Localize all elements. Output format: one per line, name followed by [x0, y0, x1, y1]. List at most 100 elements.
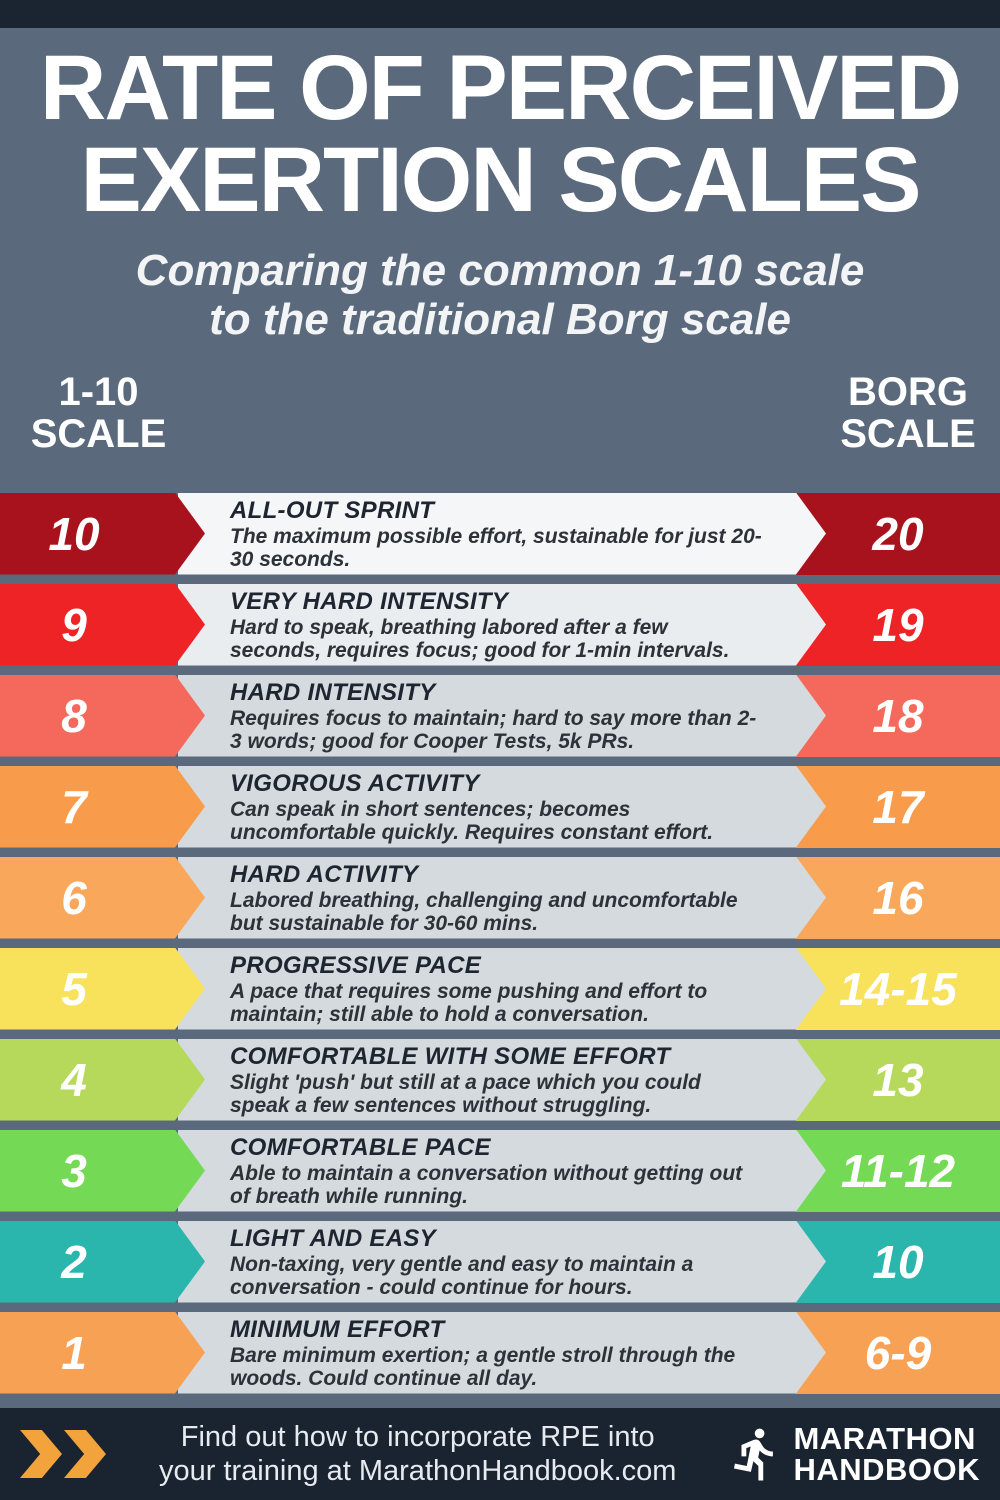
borg-value: 16: [872, 871, 924, 924]
scale-value: 4: [61, 1053, 87, 1106]
borg-value: 6-9: [864, 1326, 932, 1379]
fast-forward-icon: [20, 1430, 108, 1478]
scale-badge: 1: [0, 1312, 205, 1394]
footer-cta-line2: your training at MarathonHandbook.com: [158, 1455, 677, 1487]
row-heading: HARD INTENSITY: [230, 679, 436, 707]
row-description: A pace that requires some pushing and ef…: [230, 979, 708, 1027]
left-scale-header-line1: 1-10: [58, 369, 139, 414]
scale-value: 1: [61, 1326, 87, 1379]
brand-logo: MARATHON HANDBOOK: [727, 1423, 980, 1485]
borg-value: 17: [872, 780, 924, 833]
scale-value: 7: [61, 780, 87, 833]
row-description-band: VERY HARD INTENSITY Hard to speak, breat…: [178, 584, 826, 666]
row-description: Requires focus to maintain; hard to say …: [230, 706, 757, 754]
rpe-row: 9 VERY HARD INTENSITY Hard to speak, bre…: [0, 583, 1000, 666]
column-headers: 1-10 SCALE BORG SCALE: [0, 371, 1000, 457]
chevron-right-icon: [20, 1430, 62, 1478]
borg-badge: 10: [796, 1220, 1000, 1303]
left-scale-header: 1-10 SCALE: [16, 371, 181, 455]
scale-badge: 9: [0, 584, 205, 666]
row-description: Able to maintain a conversation without …: [230, 1161, 743, 1209]
brand-name-line1: MARATHON: [793, 1421, 976, 1456]
row-heading: COMFORTABLE WITH SOME EFFORT: [230, 1043, 671, 1071]
row-heading: LIGHT AND EASY: [230, 1225, 436, 1253]
page-subtitle-line1: Comparing the common 1-10 scale: [135, 246, 865, 295]
scale-value: 2: [61, 1235, 87, 1288]
row-description-band: MINIMUM EFFORT Bare minimum exertion; a …: [178, 1312, 826, 1394]
scale-badge: 5: [0, 948, 205, 1030]
right-scale-header-line1: BORG: [848, 369, 968, 414]
borg-value: 19: [872, 598, 924, 651]
chevron-right-icon: [64, 1430, 106, 1478]
rpe-row: 6 HARD ACTIVITY Labored breathing, chall…: [0, 856, 1000, 939]
borg-value: 20: [872, 507, 924, 560]
scale-value: 9: [61, 598, 87, 651]
row-heading: VIGOROUS ACTIVITY: [230, 770, 480, 798]
borg-badge: 18: [796, 674, 1000, 757]
page-subtitle: Comparing the common 1-10 scale to the t…: [0, 246, 1000, 345]
borg-badge: 6-9: [796, 1311, 1000, 1394]
borg-badge: 16: [796, 856, 1000, 939]
right-scale-header: BORG SCALE: [828, 371, 988, 455]
borg-value: 11-12: [840, 1144, 956, 1197]
rpe-row: 3 COMFORTABLE PACE Able to maintain a co…: [0, 1129, 1000, 1212]
row-description: Hard to speak, breathing labored after a…: [230, 615, 730, 663]
scale-value: 10: [48, 507, 100, 560]
scale-badge: 4: [0, 1039, 205, 1121]
borg-badge: 19: [796, 583, 1000, 666]
row-description: Can speak in short sentences; becomes un…: [230, 797, 714, 845]
left-scale-header-line2: SCALE: [30, 411, 167, 456]
rpe-row: 10 ALL-OUT SPRINT The maximum possible e…: [0, 492, 1000, 575]
right-scale-header-line2: SCALE: [840, 411, 976, 456]
scale-badge: 3: [0, 1130, 205, 1212]
page-title-line2: EXERTION SCALES: [80, 129, 921, 231]
rpe-row: 8 HARD INTENSITY Requires focus to maint…: [0, 674, 1000, 757]
row-description-band: ALL-OUT SPRINT The maximum possible effo…: [178, 493, 826, 575]
scale-badge: 7: [0, 766, 205, 848]
page-title: RATE OF PERCEIVED EXERTION SCALES: [0, 42, 1000, 226]
row-heading: ALL-OUT SPRINT: [230, 497, 435, 525]
row-heading: VERY HARD INTENSITY: [230, 588, 509, 616]
rpe-row: 7 VIGOROUS ACTIVITY Can speak in short s…: [0, 765, 1000, 848]
row-description-band: COMFORTABLE PACE Able to maintain a conv…: [178, 1130, 826, 1212]
scale-badge: 8: [0, 675, 205, 757]
rpe-row: 1 MINIMUM EFFORT Bare minimum exertion; …: [0, 1311, 1000, 1394]
footer-bar: Find out how to incorporate RPE into you…: [0, 1408, 1000, 1500]
brand-name: MARATHON HANDBOOK: [793, 1423, 980, 1485]
page-subtitle-line2: to the traditional Borg scale: [209, 295, 791, 345]
borg-badge: 13: [796, 1038, 1000, 1121]
row-description-band: HARD ACTIVITY Labored breathing, challen…: [178, 857, 826, 939]
borg-value: 14-15: [839, 962, 957, 1015]
rpe-row: 4 COMFORTABLE WITH SOME EFFORT Slight 'p…: [0, 1038, 1000, 1121]
row-description-band: COMFORTABLE WITH SOME EFFORT Slight 'pus…: [178, 1039, 826, 1121]
borg-badge: 11-12: [796, 1129, 1000, 1212]
row-description: Labored breathing, challenging and uncom…: [230, 888, 738, 936]
row-description-band: VIGOROUS ACTIVITY Can speak in short sen…: [178, 766, 826, 848]
scale-badge: 6: [0, 857, 205, 939]
row-heading: PROGRESSIVE PACE: [230, 952, 482, 980]
brand-name-line2: HANDBOOK: [793, 1452, 980, 1487]
scale-value: 5: [61, 962, 87, 1015]
scale-badge: 2: [0, 1221, 205, 1303]
borg-value: 10: [872, 1235, 924, 1288]
runner-icon: [734, 1428, 774, 1481]
top-strip: [0, 0, 1000, 28]
borg-value: 13: [872, 1053, 924, 1106]
rpe-rows: 10 ALL-OUT SPRINT The maximum possible e…: [0, 492, 1000, 1394]
row-description-band: LIGHT AND EASY Non-taxing, very gentle a…: [178, 1221, 826, 1303]
scale-value: 6: [61, 871, 87, 924]
scale-value: 3: [61, 1144, 87, 1197]
borg-value: 18: [872, 689, 924, 742]
page-title-line1: RATE OF PERCEIVED: [39, 37, 962, 139]
borg-badge: 20: [796, 492, 1000, 575]
rpe-row: 5 PROGRESSIVE PACE A pace that requires …: [0, 947, 1000, 1030]
row-description: Bare minimum exertion; a gentle stroll t…: [230, 1343, 736, 1391]
borg-badge: 17: [796, 765, 1000, 848]
row-description-band: PROGRESSIVE PACE A pace that requires so…: [178, 948, 826, 1030]
row-heading: COMFORTABLE PACE: [230, 1134, 491, 1162]
rpe-row: 2 LIGHT AND EASY Non-taxing, very gentle…: [0, 1220, 1000, 1303]
borg-badge: 14-15: [796, 947, 1000, 1030]
footer-cta-text: Find out how to incorporate RPE into you…: [108, 1420, 727, 1488]
row-heading: HARD ACTIVITY: [230, 861, 419, 889]
